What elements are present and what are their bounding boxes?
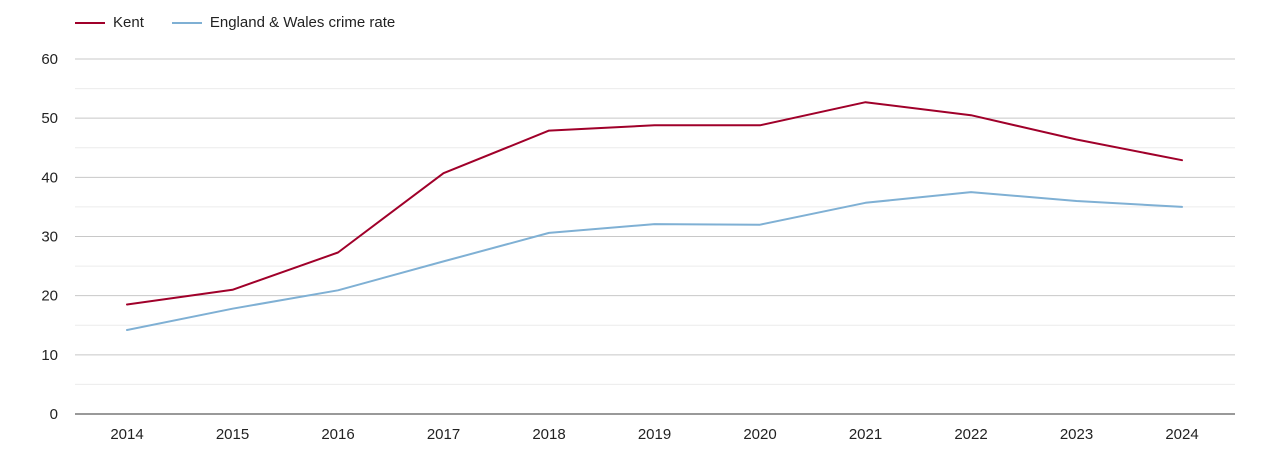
y-tick-label: 50 [41,110,58,127]
x-tick-label: 2014 [110,426,143,443]
series-layer [126,101,1184,331]
data-point [126,328,129,331]
data-point [864,201,867,204]
y-tick-label: 10 [41,347,58,364]
data-point [231,288,234,291]
data-point [1181,159,1184,162]
data-point [1075,138,1078,141]
y-tick-label: 0 [50,406,58,423]
axis-layer: 0 10 20 30 40 50 60 2014 2015 2016 2017 2018 2019 202… [41,51,1235,443]
legend-swatch-england-wales [171,21,202,24]
legend-item-kent: Kent [75,14,144,31]
data-point [548,231,551,234]
data-point [759,223,762,226]
legend: Kent England & Wales crime rate [75,14,423,31]
data-point [442,260,445,263]
data-point [337,251,340,254]
x-tick-label: 2015 [216,426,249,443]
x-tick-label: 2018 [532,426,565,443]
data-point [126,303,129,306]
data-point [653,124,656,127]
x-tick-label: 2023 [1060,426,1093,443]
x-tick-label: 2021 [849,426,882,443]
data-point [653,223,656,226]
data-point [442,172,445,175]
x-tick-label: 2017 [427,426,460,443]
x-tick-label: 2019 [638,426,671,443]
data-point [548,129,551,132]
x-tick-label: 2020 [743,426,776,443]
x-tick-label: 2022 [954,426,987,443]
data-point [759,124,762,127]
legend-label-england-wales: England & Wales crime rate [209,14,396,31]
grid-layer [75,58,1235,385]
data-point [1181,205,1184,208]
x-tick-label: 2016 [321,426,354,443]
data-point [970,191,973,194]
y-tick-label: 30 [41,229,58,246]
data-point [231,307,234,310]
legend-item-england-wales: England & Wales crime rate [171,14,396,31]
legend-swatch-kent [75,21,105,24]
series-line-1 [126,191,1183,331]
y-tick-label: 20 [41,288,58,305]
legend-label-kent: Kent [113,14,144,31]
data-point [970,114,973,117]
x-tick-label: 2024 [1165,426,1198,443]
y-tick-label: 40 [41,169,58,186]
data-point [1075,200,1078,203]
series-line-0 [126,101,1183,306]
data-point [864,101,867,104]
y-tick-label: 60 [41,51,58,68]
data-point [337,289,340,292]
